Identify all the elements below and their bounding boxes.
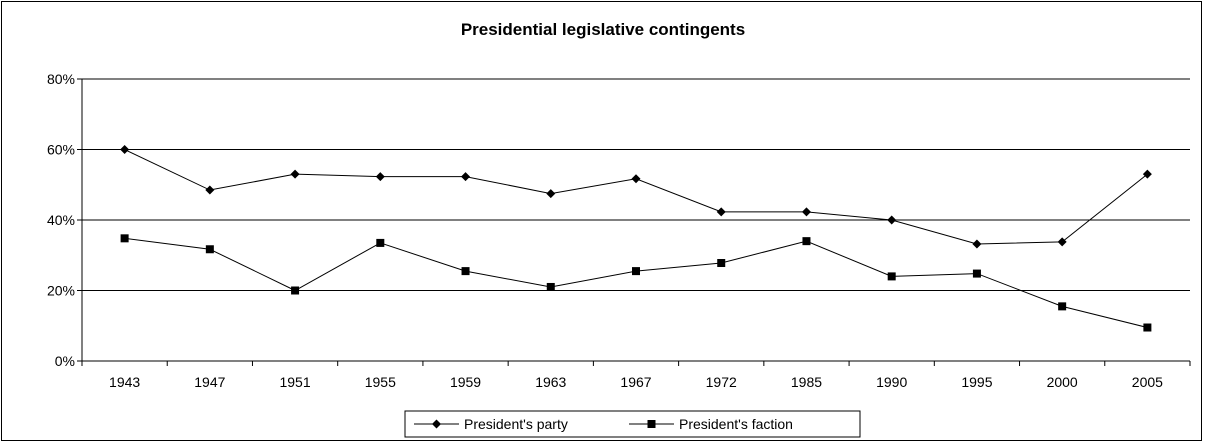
point-1-1967 (632, 267, 640, 276)
legend-item-presidents-faction: President's faction (629, 416, 793, 432)
x-tick-label-1951: 1951 (279, 374, 310, 390)
point-1-1955 (376, 238, 385, 247)
legend-label-presidents-party: President's party (464, 416, 568, 432)
point-0-1955 (375, 172, 385, 182)
series-group (120, 145, 1152, 332)
point-1-2000 (1058, 302, 1067, 311)
series-line-0 (124, 149, 1148, 245)
point-1-1963 (546, 282, 555, 291)
legend: President's party President's faction (404, 410, 861, 438)
y-tick-label-0: 0% (55, 353, 75, 369)
point-0-1990 (887, 215, 897, 225)
series-line-1 (124, 237, 1148, 328)
x-tick-label-2005: 2005 (1132, 374, 1163, 390)
x-tick-label-1967: 1967 (620, 374, 651, 390)
point-0-1951 (290, 169, 300, 179)
x-tick-label-1985: 1985 (791, 374, 822, 390)
point-1-2005 (1143, 323, 1152, 332)
series-1 (120, 234, 1152, 332)
axes (77, 78, 1191, 366)
x-tick-label-1959: 1959 (450, 374, 481, 390)
x-tick-label-2000: 2000 (1047, 374, 1078, 390)
legend-marker-square (647, 420, 656, 428)
x-tick-label-1955: 1955 (365, 374, 396, 390)
point-1-1972 (717, 259, 726, 268)
series-0 (120, 145, 1152, 249)
point-1-1995 (972, 269, 981, 278)
point-0-1947 (205, 185, 215, 195)
point-0-1985 (801, 207, 811, 217)
y-tick-labels: 0% 20% 40% 60% 80% (47, 71, 75, 369)
gridlines (82, 78, 1190, 291)
x-tick-label-1963: 1963 (535, 374, 566, 390)
legend-item-presidents-party: President's party (414, 416, 568, 432)
point-1-1985 (802, 237, 811, 246)
x-tick-label-1947: 1947 (194, 374, 225, 390)
x-tick-label-1972: 1972 (706, 374, 737, 390)
point-0-1995 (972, 239, 982, 249)
point-1-1959 (461, 267, 470, 276)
chart-title: Presidential legislative contingents (461, 20, 745, 39)
point-0-1972 (716, 207, 726, 217)
x-tick-label-1990: 1990 (876, 374, 907, 390)
point-0-1967 (631, 174, 641, 184)
y-tick-label-2: 40% (47, 212, 75, 228)
y-tick-label-3: 60% (47, 142, 75, 158)
y-tick-label-4: 80% (47, 71, 75, 87)
point-1-1947 (205, 245, 214, 254)
point-1-1990 (887, 272, 896, 281)
point-0-1943 (120, 145, 130, 154)
x-tick-label-1995: 1995 (961, 374, 992, 390)
legend-marker-diamond (432, 419, 441, 429)
legend-label-presidents-faction: President's faction (679, 416, 793, 432)
point-0-2000 (1057, 237, 1067, 247)
point-0-1963 (546, 189, 556, 199)
point-1-1951 (291, 286, 300, 295)
point-1-1943 (120, 234, 129, 243)
y-tick-label-1: 20% (47, 283, 75, 299)
point-0-2005 (1142, 169, 1152, 179)
x-tick-label-1943: 1943 (109, 374, 140, 390)
point-0-1959 (461, 172, 471, 182)
x-tick-labels: 1943 1947 1951 1955 1959 1963 1967 1972 1985 1990… (109, 374, 1163, 390)
